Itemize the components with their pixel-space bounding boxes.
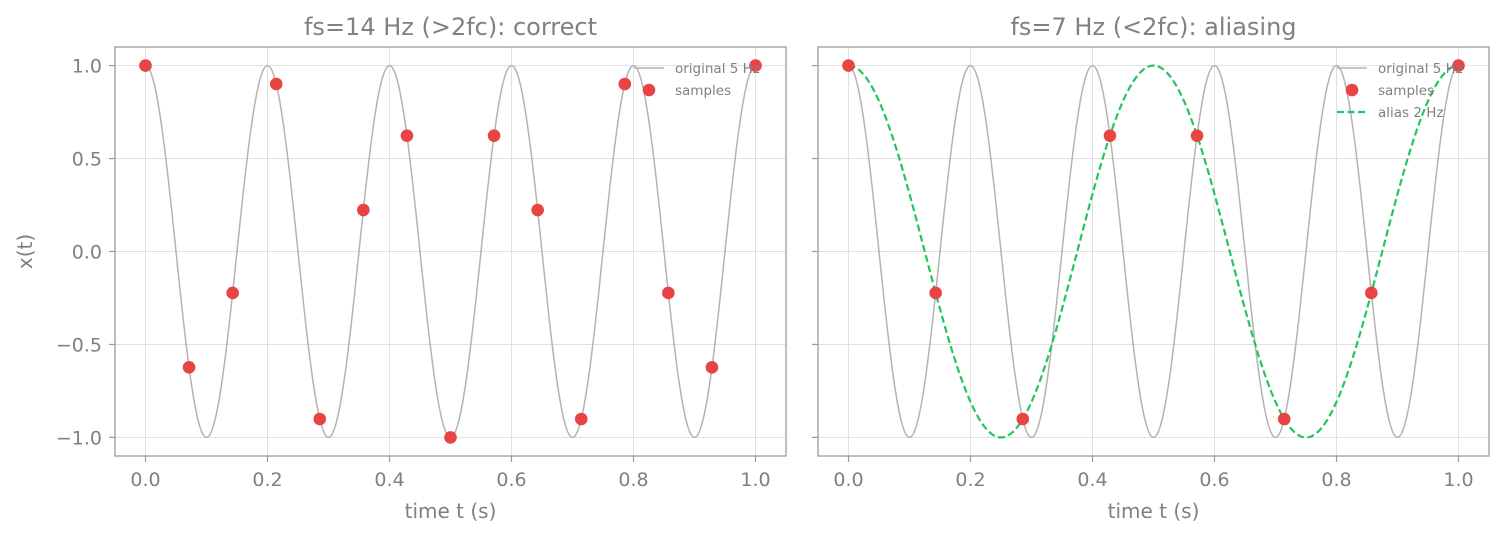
left-sample-point [182,361,196,374]
left-y-tick-label: 1.0 [72,56,102,78]
right-x-tick-label: 0.6 [1199,469,1229,491]
left-x-tick-label: 0.0 [130,469,160,491]
left-x-tick-label: 0.4 [374,469,404,491]
left-plot-area [139,59,762,444]
right-plot-area [842,59,1465,439]
left-sample-point [531,203,544,217]
right-x-tick-label: 1.0 [1443,469,1473,491]
left-sample-point [269,77,283,91]
left-sample-point [574,412,588,426]
left-chart-title: fs=14 Hz (>2fc): correct [304,13,597,41]
left-sample-point [313,412,327,426]
right-sample-point [842,59,855,72]
left-sample-point [618,77,632,91]
left-sample-point [705,361,719,374]
right-sample-point [1452,59,1465,72]
right-x-tick-label: 0.0 [833,469,863,491]
left-legend-dot-swatch [642,83,656,97]
right-ticks: 0.0 0.2 0.4 0.6 0.8 1.0 [812,64,1474,491]
left-x-tick-label: 0.2 [252,469,282,491]
right-sample-point [929,286,942,300]
right-chart-panel: 0.0 0.2 0.4 0.6 0.8 1.0 fs=7 Hz (<2fc): alias… [812,13,1490,523]
right-legend-label: original 5 Hz [1378,61,1463,77]
left-x-tick-label: 0.8 [618,469,648,491]
right-x-axis-label: time t (s) [1108,499,1200,523]
right-sample-point [1365,286,1378,300]
left-grid [115,47,786,456]
right-legend-label: alias 2 Hz [1378,105,1444,121]
left-sample-point [662,286,675,300]
left-legend: original 5 Hz samples [634,61,760,99]
right-sample-point [1190,129,1204,142]
left-chart-panel: 0.0 0.2 0.4 0.6 0.8 1.0 1.0 0.5 0.0 −0.5 −1.0 fs=1… [13,13,787,523]
right-sample-point [1103,129,1117,142]
right-legend-label: samples [1378,83,1434,99]
left-sample-point [357,203,370,217]
right-legend: original 5 Hz samples alias 2 Hz [1337,61,1463,121]
left-x-tick-label: 1.0 [740,469,770,491]
right-sample-point [1277,412,1291,426]
left-y-tick-label: −0.5 [56,334,102,356]
left-y-tick-label: −1.0 [56,427,102,449]
right-alias-line [848,64,1459,439]
left-x-axis-label: time t (s) [405,499,497,523]
right-x-tick-label: 0.8 [1321,469,1351,491]
right-x-tick-label: 0.2 [955,469,985,491]
left-sample-point [444,431,457,444]
right-legend-dot-swatch [1345,83,1359,97]
left-y-axis-label: x(t) [13,234,37,269]
left-legend-label: samples [675,83,731,99]
left-legend-label: original 5 Hz [675,61,760,77]
left-sample-point [400,129,414,142]
left-x-tick-label: 0.6 [496,469,526,491]
left-ticks: 0.0 0.2 0.4 0.6 0.8 1.0 1.0 0.5 0.0 −0.5 −1.0 [56,56,771,491]
right-x-tick-label: 0.4 [1077,469,1107,491]
left-sample-point [487,129,501,142]
right-original-signal-line [848,64,1459,439]
left-y-tick-label: 0.5 [72,149,102,171]
left-sample-point [226,286,239,300]
right-chart-title: fs=7 Hz (<2fc): aliasing [1010,13,1296,41]
left-y-tick-label: 0.0 [72,242,102,264]
left-sample-point [749,59,762,72]
right-series-group [848,64,1459,439]
right-sample-point [1016,412,1030,426]
left-sample-point [139,59,152,72]
